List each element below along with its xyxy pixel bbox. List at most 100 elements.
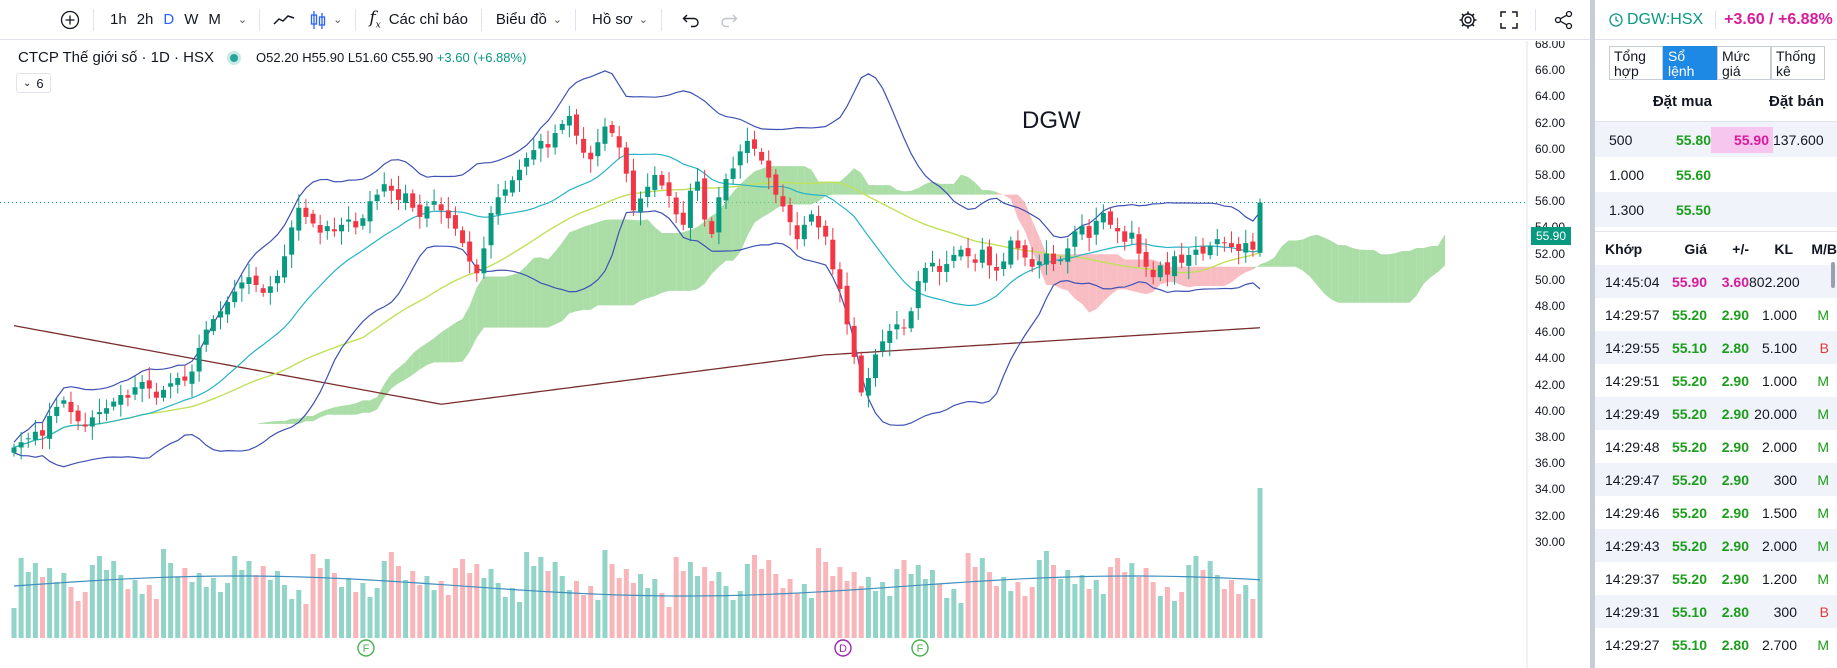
candle-body bbox=[161, 389, 167, 398]
ichimoku-cloud-segment bbox=[683, 230, 691, 291]
volume-bar bbox=[509, 588, 515, 638]
ichimoku-cloud-segment bbox=[911, 188, 919, 195]
volume-bar bbox=[517, 602, 523, 638]
ichimoku-cloud-segment bbox=[241, 423, 249, 428]
trade-change: 2.90 bbox=[1721, 471, 1749, 488]
trade-row[interactable]: 14:29:27 55.10 2.80 2.700 M bbox=[1595, 628, 1837, 661]
candle-body bbox=[1257, 202, 1263, 253]
tab-so-lenh[interactable]: Sổ lệnh bbox=[1663, 46, 1717, 80]
candle-body bbox=[680, 212, 686, 225]
ichimoku-cloud-segment bbox=[882, 185, 890, 195]
y-axis-tick-label: 46.00 bbox=[1535, 325, 1566, 340]
trade-row[interactable]: 14:29:43 55.20 2.90 2.000 M bbox=[1595, 529, 1837, 562]
ichimoku-cloud-segment bbox=[270, 420, 278, 424]
tab-thong-ke[interactable]: Thống kê bbox=[1771, 46, 1825, 80]
trades-list[interactable]: 14:45:04 55.90 3.60 802.200 14:29:57 55.20 2.9… bbox=[1595, 265, 1837, 661]
candle-body bbox=[1143, 252, 1149, 267]
volume-bar bbox=[773, 574, 779, 638]
volume-bar bbox=[32, 563, 38, 638]
ichimoku-cloud-segment bbox=[1003, 194, 1011, 200]
candle-body bbox=[232, 291, 238, 303]
orderbook-row[interactable]: 1.300 55.50 bbox=[1595, 192, 1837, 227]
trade-change: 2.90 bbox=[1721, 537, 1749, 554]
ichimoku-cloud-segment bbox=[305, 416, 314, 422]
interval-2h[interactable]: 2h bbox=[136, 11, 154, 28]
trade-row[interactable]: 14:45:04 55.90 3.60 802.200 bbox=[1595, 265, 1837, 298]
interval-d[interactable]: D bbox=[163, 11, 175, 28]
tab-muc-gia[interactable]: Mức giá bbox=[1717, 46, 1771, 80]
profile-dropdown[interactable]: Hồ sơ ⌄ bbox=[582, 0, 655, 40]
volume-bar bbox=[1200, 570, 1206, 638]
trade-price: 55.90 bbox=[1671, 273, 1707, 290]
trade-side: M bbox=[1817, 438, 1829, 455]
price-chart[interactable]: F D F CTCP Thế giới số · 1D · HSX O52.20 H… bbox=[0, 41, 1590, 668]
ichimoku-cloud-segment bbox=[434, 332, 442, 363]
share-button[interactable] bbox=[1542, 0, 1590, 40]
trade-row[interactable]: 14:29:46 55.20 2.90 1.500 M bbox=[1595, 496, 1837, 529]
y-axis-tick-label: 38.00 bbox=[1535, 430, 1566, 444]
trades-scrollbar[interactable] bbox=[1831, 262, 1835, 288]
candle-body bbox=[175, 378, 181, 385]
candle-style-button[interactable]: ⌄ bbox=[302, 0, 349, 40]
ichimoku-cloud-segment bbox=[1089, 254, 1097, 313]
bollinger-lower-line bbox=[13, 210, 1261, 468]
ichimoku-cloud-segment bbox=[1295, 239, 1303, 271]
candle-body bbox=[324, 226, 330, 232]
trade-row[interactable]: 14:29:31 55.10 2.80 300 B bbox=[1595, 595, 1837, 628]
volume-bar bbox=[744, 564, 750, 638]
ichimoku-cloud-segment bbox=[348, 403, 356, 415]
orderbook-row[interactable]: 500 55.80 55.90 137.600 bbox=[1595, 122, 1837, 157]
trade-row[interactable]: 14:29:48 55.20 2.90 2.000 M bbox=[1595, 430, 1837, 463]
candle-body bbox=[759, 151, 765, 161]
volume-bar bbox=[452, 568, 458, 638]
ichimoku-cloud-segment bbox=[391, 367, 399, 389]
add-symbol-button[interactable] bbox=[0, 0, 87, 40]
indicators-toggle[interactable]: ⌄ 6 bbox=[16, 73, 51, 93]
chart-style-button[interactable] bbox=[266, 0, 302, 40]
settings-button[interactable] bbox=[1447, 0, 1489, 40]
trade-row[interactable]: 14:29:55 55.10 2.80 5.100 B bbox=[1595, 331, 1837, 364]
volume-bar bbox=[566, 590, 572, 638]
interval-w[interactable]: W bbox=[184, 11, 199, 28]
trade-row[interactable]: 14:29:57 55.20 2.90 1.000 M bbox=[1595, 298, 1837, 331]
candle-body bbox=[68, 401, 74, 413]
candle-body bbox=[623, 147, 629, 174]
interval-m[interactable]: M bbox=[208, 11, 221, 28]
y-axis-tick-label: 60.00 bbox=[1535, 141, 1566, 156]
trade-row[interactable]: 14:29:51 55.20 2.90 1.000 M bbox=[1595, 364, 1837, 397]
volume-bar bbox=[1043, 551, 1049, 638]
candle-body bbox=[702, 178, 708, 220]
interval-dropdown[interactable]: ⌄ bbox=[226, 0, 253, 40]
volume-bar bbox=[1150, 582, 1156, 638]
tab-tong-hop[interactable]: Tổng hợp bbox=[1609, 46, 1663, 80]
volume-bar bbox=[1100, 594, 1106, 638]
trade-row[interactable]: 14:29:37 55.20 2.90 1.200 M bbox=[1595, 562, 1837, 595]
candle-body bbox=[346, 219, 352, 222]
indicators-button[interactable]: fx Các chỉ báo bbox=[362, 0, 475, 40]
candle-body bbox=[823, 225, 829, 237]
redo-button[interactable] bbox=[714, 0, 744, 40]
volume-bar bbox=[894, 569, 900, 638]
volume-bar bbox=[1122, 572, 1128, 638]
ichimoku-cloud-segment bbox=[526, 257, 534, 328]
panel-symbol[interactable]: DGW:HSX bbox=[1627, 10, 1704, 28]
undo-button[interactable] bbox=[668, 0, 714, 40]
orderbook-row[interactable]: 1.000 55.60 bbox=[1595, 157, 1837, 192]
trade-row[interactable]: 14:29:49 55.20 2.90 20.000 M bbox=[1595, 397, 1837, 430]
fullscreen-button[interactable] bbox=[1489, 0, 1529, 40]
candle-body bbox=[1043, 253, 1049, 265]
candle-body bbox=[816, 215, 822, 228]
ichimoku-cloud-segment bbox=[1331, 240, 1339, 303]
chart-toolbar: 1h 2h D W M ⌄ ⌄ fx Các chỉ báo Biểu đồ ⌄… bbox=[0, 0, 1590, 40]
interval-1h[interactable]: 1h bbox=[110, 11, 127, 28]
ichimoku-cloud-segment bbox=[740, 177, 748, 253]
ask-header: Đặt bán bbox=[1768, 93, 1824, 110]
trade-row[interactable]: 14:29:47 55.20 2.90 300 M bbox=[1595, 463, 1837, 496]
ichimoku-cloud-segment bbox=[362, 400, 370, 413]
candle-body bbox=[118, 395, 124, 405]
chart-type-dropdown[interactable]: Biểu đồ ⌄ bbox=[488, 0, 569, 40]
volume-bar bbox=[751, 555, 757, 638]
volume-bar bbox=[96, 556, 102, 638]
candle-body bbox=[467, 241, 473, 262]
